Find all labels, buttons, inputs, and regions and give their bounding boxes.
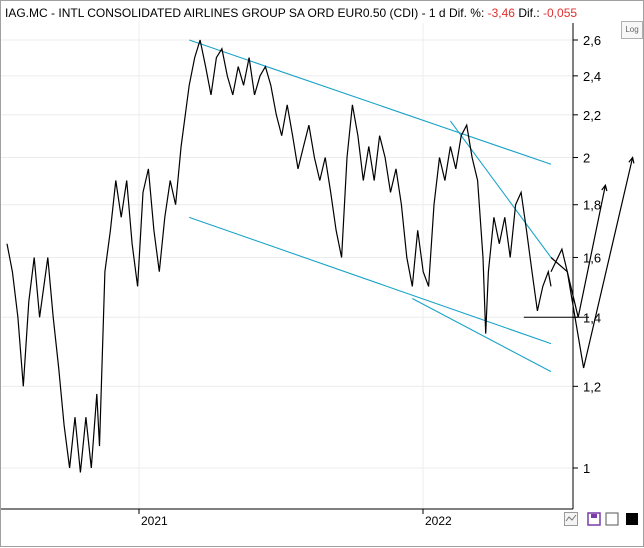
projection-path — [550, 157, 634, 369]
y-tick-label: 2 — [583, 151, 590, 166]
x-tick-label: 2022 — [425, 514, 452, 528]
dif-label: Dif.: — [518, 6, 540, 20]
wave-tool-icon[interactable] — [564, 512, 578, 526]
interval-label: 1 d — [428, 6, 446, 20]
window-icon[interactable] — [605, 512, 619, 526]
x-axis-ticks: 2021 2022 — [138, 509, 452, 528]
projection-lines — [550, 156, 635, 369]
dif-pct-label: Dif. %: — [448, 6, 485, 20]
y-axis-ticks: 2,6 2,4 2,2 2 1,8 1,6 1,4 1,2 1 — [573, 33, 601, 476]
save-icon[interactable] — [587, 512, 601, 526]
instrument-description: INTL CONSOLIDATED AIRLINES GROUP SA ORD … — [58, 6, 419, 20]
x-tick-label: 2021 — [141, 514, 168, 528]
y-tick-label: 1,4 — [583, 310, 601, 325]
grid — [1, 23, 573, 509]
channel-line — [189, 216, 552, 345]
price-series — [6, 39, 552, 473]
y-tick-label: 1,8 — [583, 198, 601, 213]
color-square-icon[interactable] — [625, 512, 639, 526]
y-tick-label: 2,6 — [583, 33, 601, 48]
y-tick-label: 2,4 — [583, 69, 601, 84]
dif-pct-value: -3,46 — [487, 6, 515, 20]
projection-arrowhead — [601, 183, 608, 192]
dif-value: -0,055 — [543, 6, 578, 20]
channel-lines — [189, 39, 552, 373]
y-tick-label: 2,2 — [583, 108, 601, 123]
projection-arrowhead — [628, 156, 635, 164]
channel-line — [189, 39, 552, 165]
projection-path — [550, 185, 606, 318]
channel-line — [412, 298, 552, 373]
y-tick-label: 1 — [583, 461, 590, 476]
chart-header: IAG.MC - INTL CONSOLIDATED AIRLINES GROU… — [5, 6, 578, 20]
y-tick-label: 1,2 — [583, 379, 601, 394]
log-scale-button[interactable]: Log — [621, 21, 643, 39]
ticker-symbol: IAG.MC — [5, 6, 48, 20]
y-tick-label: 1,6 — [583, 250, 601, 265]
channel-line — [449, 120, 552, 258]
